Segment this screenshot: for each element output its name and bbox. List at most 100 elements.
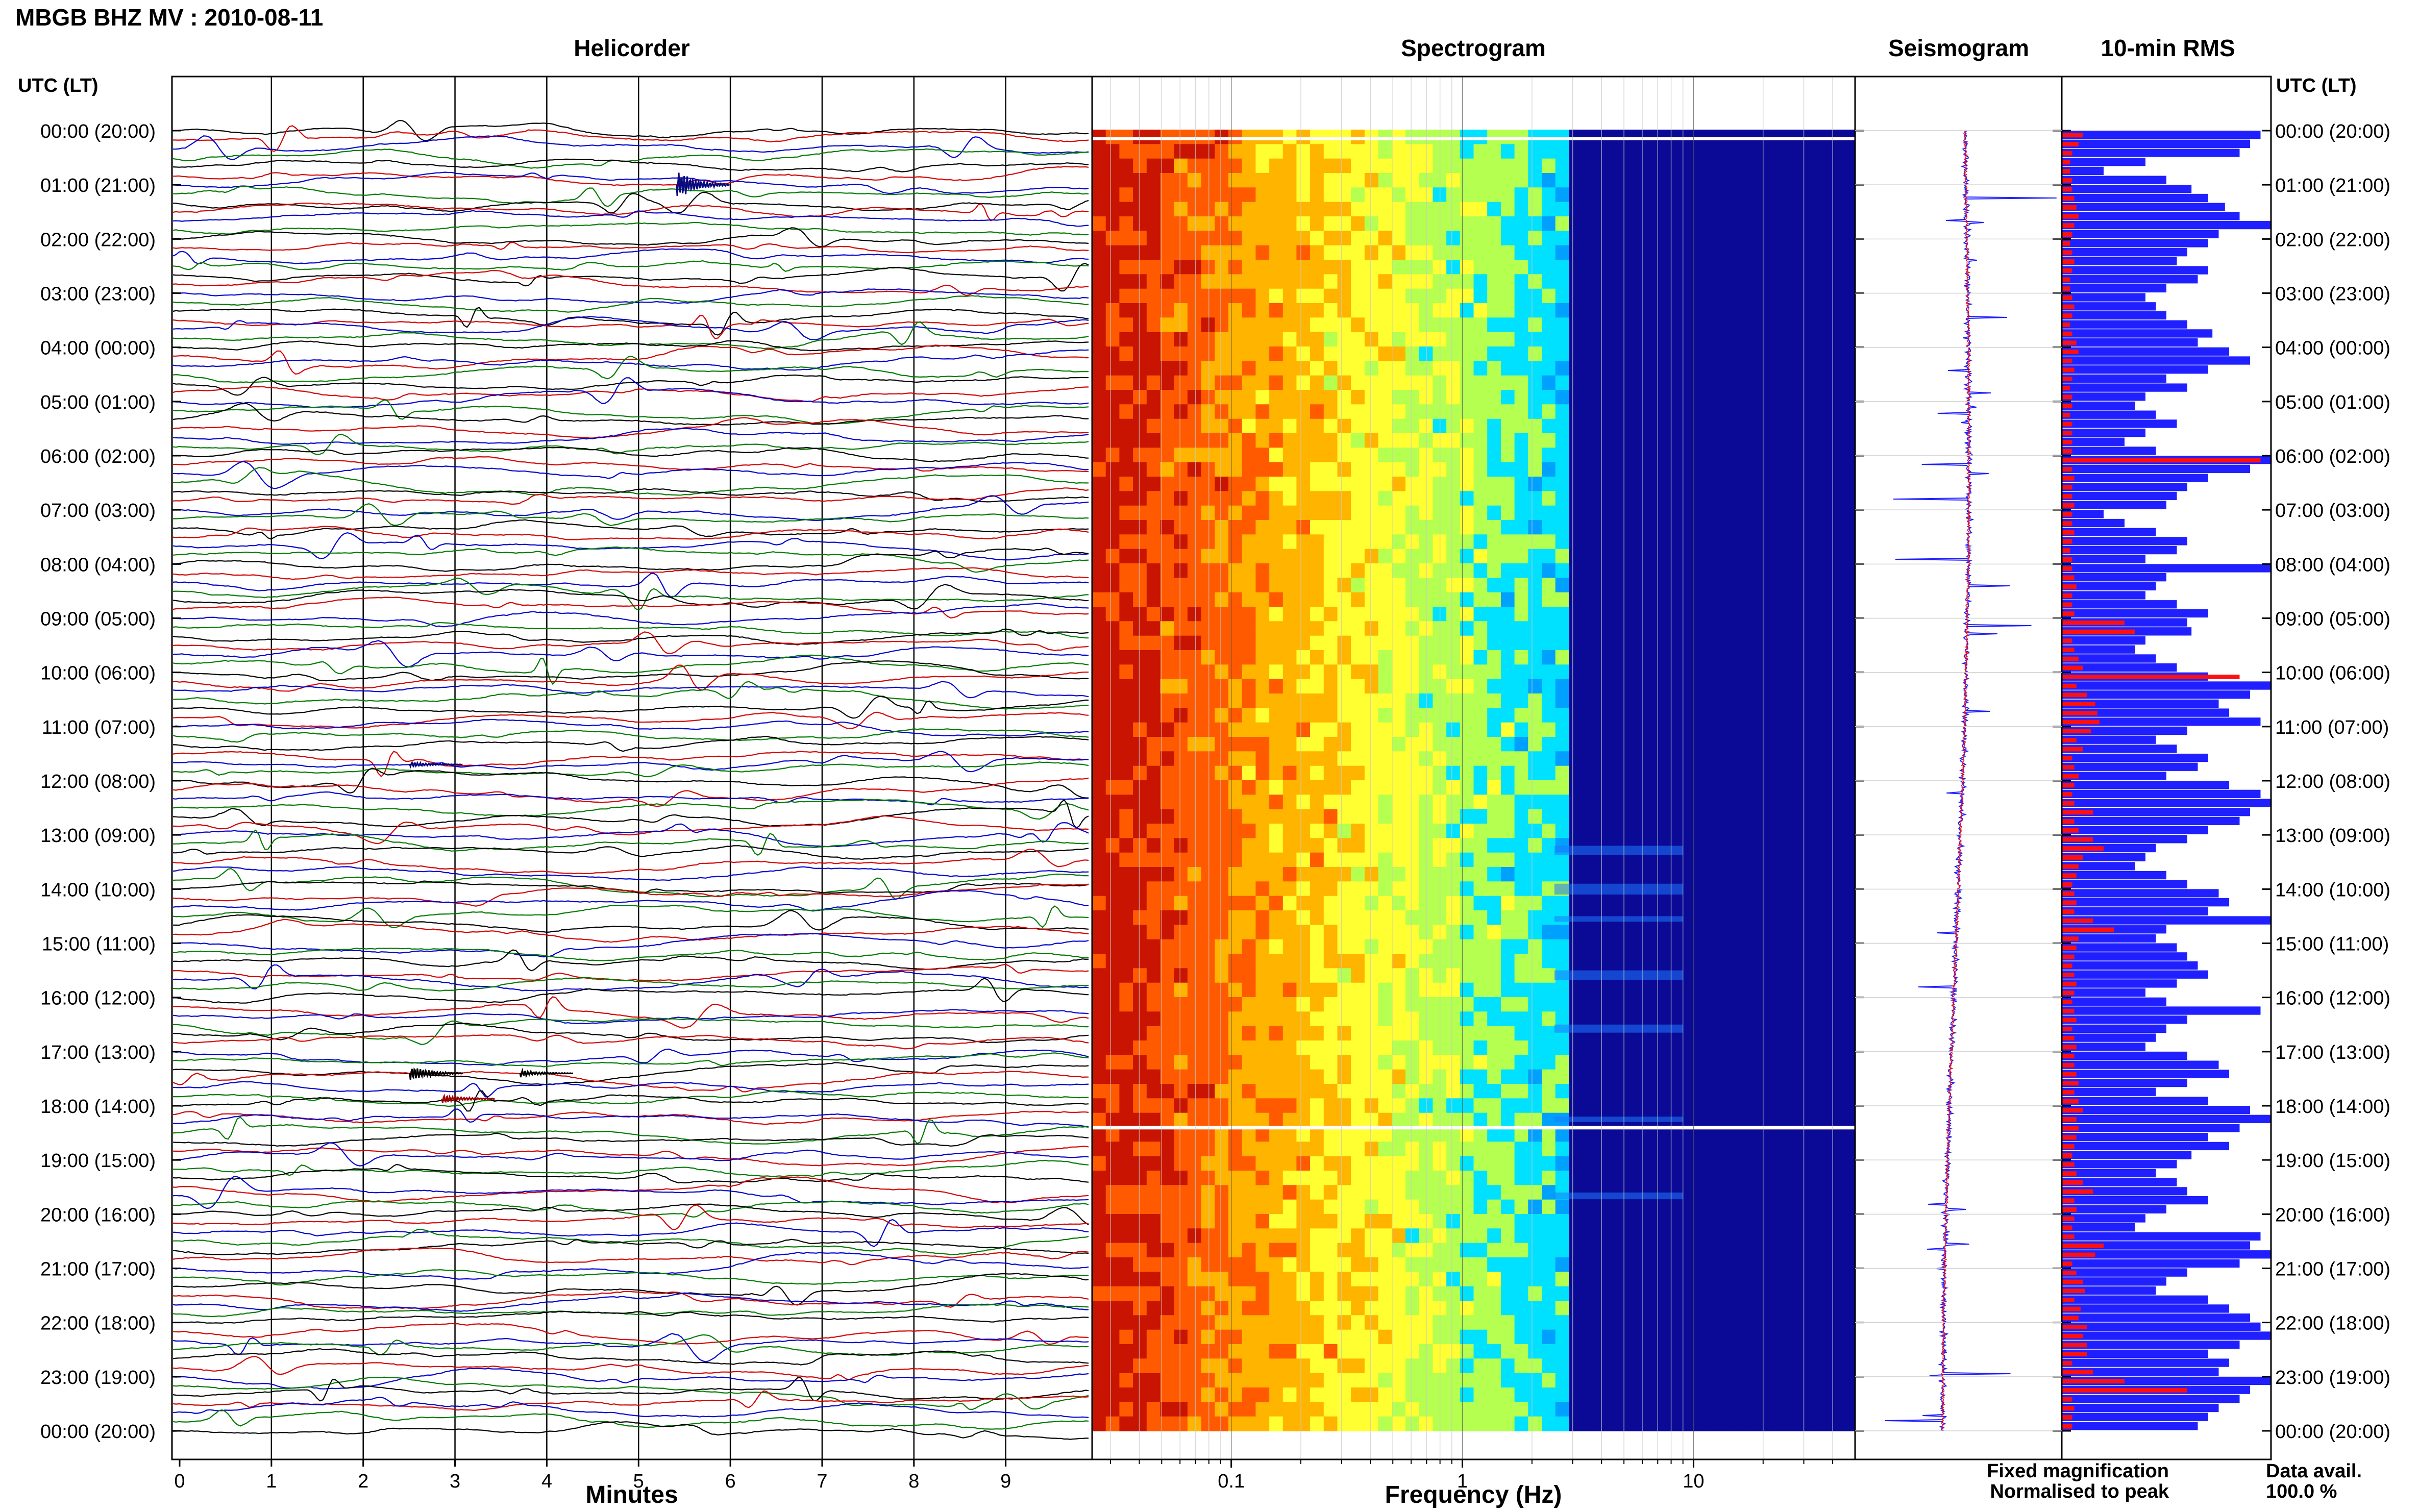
spectrogram-cell	[1310, 361, 1324, 376]
spectrogram-cell	[1133, 1069, 1147, 1084]
spectrogram-cell	[1133, 578, 1147, 593]
spectrogram-cell	[1841, 881, 1856, 897]
spectrogram-cell	[1146, 433, 1161, 449]
spectrogram-cell	[1419, 1040, 1434, 1056]
spectrogram-cell	[1201, 1228, 1216, 1244]
spectrogram-cell	[1133, 245, 1147, 260]
spectrogram-cell	[1255, 1142, 1270, 1157]
spectrogram-cell	[1677, 1127, 1692, 1143]
spectrogram-cell	[1242, 361, 1256, 376]
spectrogram-cell	[1105, 1112, 1120, 1128]
spectrogram-cell	[1105, 433, 1120, 449]
spectrogram-cell	[1146, 896, 1161, 911]
spectrogram-cell	[1583, 231, 1597, 246]
spectrogram-cell	[1719, 954, 1733, 969]
spectrogram-cell	[1841, 925, 1856, 940]
spectrogram-cell	[1596, 1286, 1611, 1301]
spectrogram-cell	[1569, 534, 1583, 550]
spectrogram-cell	[1187, 187, 1202, 203]
helicorder-trace	[172, 456, 1089, 473]
spectrogram-cell	[1596, 187, 1611, 203]
spectrogram-cell	[1378, 954, 1393, 969]
spectrogram-cell	[1487, 997, 1501, 1012]
spectrogram-cell	[1255, 187, 1270, 203]
spectrogram-cell	[1800, 1199, 1815, 1214]
spectrogram-cell	[1583, 722, 1597, 737]
spectrogram-cell	[1282, 1040, 1297, 1056]
spectrogram-cell	[1269, 954, 1283, 969]
spectrogram-cell	[1705, 448, 1719, 463]
spectrogram-cell	[1610, 1055, 1624, 1070]
spectrogram-cell	[1174, 679, 1188, 694]
spectrogram-cell	[1201, 144, 1216, 159]
spectrogram-cell	[1228, 187, 1243, 203]
spectrogram-cell	[1119, 303, 1133, 318]
spectrogram-cell	[1160, 317, 1174, 333]
spectrogram-cell	[1119, 780, 1133, 796]
spectrogram-cell	[1392, 158, 1406, 173]
spectrogram-cell	[1323, 1301, 1338, 1316]
spectrogram-cell	[1487, 404, 1501, 419]
spectrogram-cell	[1201, 260, 1216, 275]
spectrogram-cell	[1555, 925, 1570, 940]
spectrogram-cell	[1310, 1011, 1324, 1027]
spectrogram-cell	[1596, 722, 1611, 737]
spectrogram-cell	[1828, 910, 1842, 926]
spectrogram-cell	[1392, 592, 1406, 607]
spectrogram-cell	[1828, 462, 1842, 477]
spectrogram-cell	[1269, 1243, 1283, 1258]
spectrogram-cell	[1719, 520, 1733, 535]
spectrogram-cell	[1351, 1199, 1365, 1214]
spectrogram-cell	[1282, 1069, 1297, 1084]
spectrogram-cell	[1419, 997, 1434, 1012]
spectrogram-cell	[1105, 997, 1120, 1012]
spectrogram-cell	[1746, 1257, 1760, 1273]
spectrogram-cell	[1378, 1286, 1393, 1301]
helicorder-trace	[173, 1204, 1089, 1230]
spectrogram-cell	[1487, 375, 1501, 390]
spectrogram-cell	[1596, 1199, 1611, 1214]
spectrogram-cell	[1310, 1272, 1324, 1287]
spectrogram-cell	[1514, 824, 1529, 839]
spectrogram-cell	[1392, 563, 1406, 579]
spectrogram-cell	[1269, 881, 1283, 897]
spectrogram-cell	[1773, 505, 1788, 520]
helicorder-trace	[172, 135, 1089, 160]
spectrogram-cell	[1705, 1228, 1719, 1244]
spectrogram-cell	[1160, 491, 1174, 506]
spectrogram-cell	[1732, 274, 1747, 289]
spectrogram-cell	[1105, 534, 1120, 550]
spectrogram-cell	[1351, 1257, 1365, 1273]
spectrogram-cell	[1800, 1156, 1815, 1171]
spectrogram-cell	[1282, 491, 1297, 506]
spectrogram-cell	[1282, 881, 1297, 897]
spectrogram-cell	[1637, 1301, 1651, 1316]
spectrogram-cell	[1719, 1286, 1733, 1301]
spectrogram-cell	[1133, 1084, 1147, 1099]
spectrogram-cell	[1596, 780, 1611, 796]
spectrogram-cell	[1282, 722, 1297, 737]
spectrogram-cell	[1637, 173, 1651, 188]
spectrogram-cell	[1814, 1142, 1829, 1157]
spectrogram-cell	[1242, 1098, 1256, 1113]
spectrogram-cell	[1446, 1286, 1461, 1301]
spectrogram-cell	[1500, 679, 1515, 694]
spectrogram-cell	[1514, 346, 1529, 362]
spectrogram-cell	[1337, 925, 1351, 940]
spectrogram-cell	[1787, 607, 1801, 622]
spectrogram-cell	[1174, 578, 1188, 593]
spectrogram-cell	[1269, 1185, 1283, 1200]
spectrogram-cell	[1242, 737, 1256, 752]
spectrogram-cell	[1119, 1257, 1133, 1273]
spectrogram-cell	[1473, 260, 1488, 275]
spectrogram-cell	[1146, 260, 1161, 275]
spectrogram-cell	[1269, 795, 1283, 810]
spectrogram-cell	[1405, 563, 1420, 579]
spectrogram-cell	[1133, 910, 1147, 926]
spectrogram-cell	[1133, 1214, 1147, 1229]
spectrogram-cell	[1105, 621, 1120, 636]
spectrogram-cell	[1392, 462, 1406, 477]
spectrogram-cell	[1828, 361, 1842, 376]
spectrogram-cell	[1092, 1084, 1106, 1099]
helicorder-trace	[172, 1291, 1089, 1309]
